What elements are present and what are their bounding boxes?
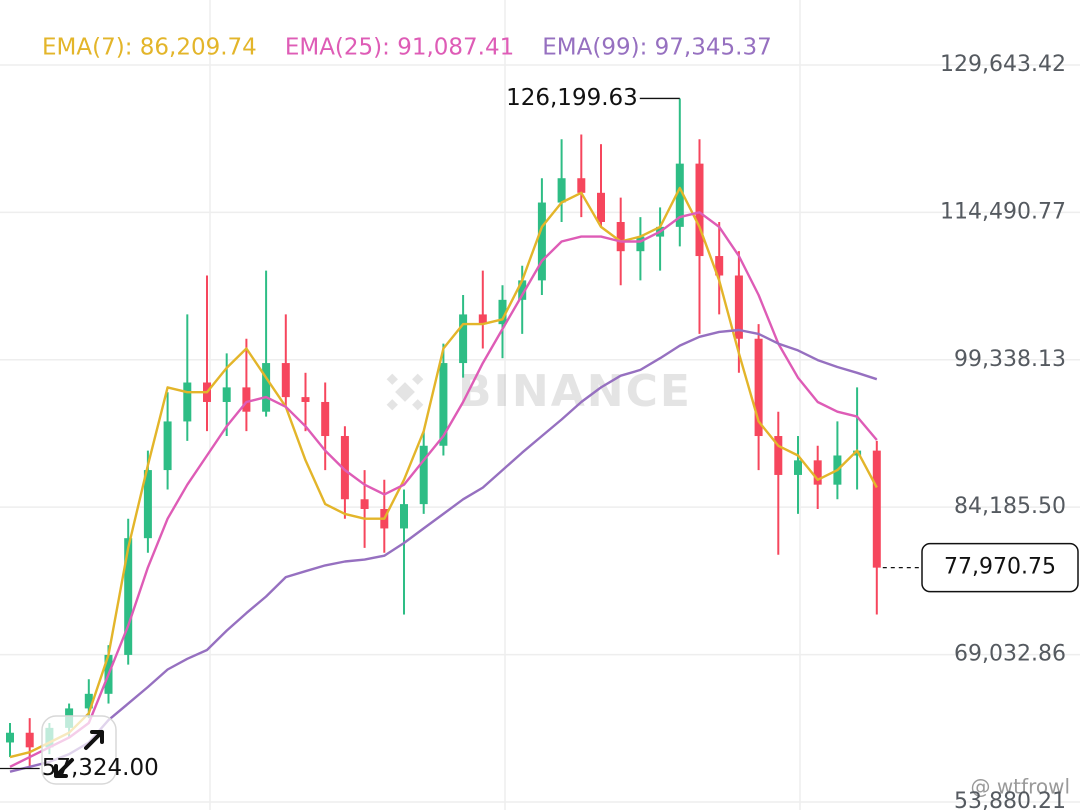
candle-body [557, 178, 566, 203]
last-price-box [921, 542, 1079, 593]
plot-area [6, 98, 881, 773]
candle-body [400, 504, 408, 529]
candle-body [25, 732, 34, 748]
y-tick-label: 114,490.77 [940, 199, 1066, 224]
candle-body [715, 256, 724, 276]
candle-body [84, 693, 93, 709]
ema-line [9, 186, 878, 759]
candle-body [754, 338, 763, 437]
y-tick-label: 69,032.86 [954, 642, 1066, 667]
candle-body [222, 387, 231, 402]
candle-body [163, 421, 172, 471]
watermark-logo [386, 373, 424, 411]
last-price-label: 77,970.75 [944, 555, 1056, 580]
candle-body [242, 387, 251, 412]
candle-body [695, 163, 704, 257]
candle-body [537, 202, 546, 281]
candle-body [478, 314, 487, 325]
high-label: 126,199.63 [506, 85, 638, 111]
candle-body [183, 382, 192, 422]
zoom-button[interactable] [41, 715, 117, 785]
candle-body [301, 397, 310, 402]
candle-body [675, 163, 684, 227]
candle-body [459, 314, 468, 364]
candle-body [262, 363, 271, 412]
ema-line [9, 328, 878, 773]
candle-body [616, 222, 625, 252]
candle-body [498, 299, 507, 325]
candle-body [439, 363, 448, 446]
candle-body [340, 436, 349, 500]
zoom-icon[interactable] [54, 730, 104, 778]
candle-body [419, 445, 428, 505]
candle-body [577, 178, 586, 193]
watermark-text: BINANCE [458, 366, 692, 417]
credit: @ wtfrowl [970, 775, 1070, 799]
candle-body [813, 460, 822, 485]
legend: EMA(7): 86,209.74 EMA(25): 91,087.41 EMA(9… [42, 35, 772, 61]
low-label: 57,324.00 [42, 755, 159, 781]
y-tick-label: 99,338.13 [954, 347, 1066, 372]
legend-entry: EMA(99): 97,345.37 [542, 35, 771, 61]
candle-body [143, 470, 152, 539]
candle-body [774, 436, 783, 475]
candle-body [794, 460, 802, 475]
legend-entry: EMA(25): 91,087.41 [285, 35, 514, 61]
y-tick-label: 129,643.42 [940, 52, 1066, 77]
candle-body [518, 280, 527, 300]
candle-body [360, 499, 369, 509]
candle-body [281, 363, 290, 398]
candle-body [124, 538, 133, 655]
y-tick-label: 53,880.21 [954, 789, 1066, 810]
y-tick-label: 84,185.50 [954, 494, 1066, 519]
candle-body [6, 732, 14, 743]
candle-body [734, 275, 743, 339]
watermark: BINANCE [386, 366, 692, 417]
legend-entry: EMA(7): 86,209.74 [42, 35, 257, 61]
ema-line [9, 211, 878, 768]
candle-body [872, 450, 881, 568]
candle-body [636, 236, 645, 252]
candle-body [321, 401, 330, 437]
candle-body [597, 192, 605, 223]
